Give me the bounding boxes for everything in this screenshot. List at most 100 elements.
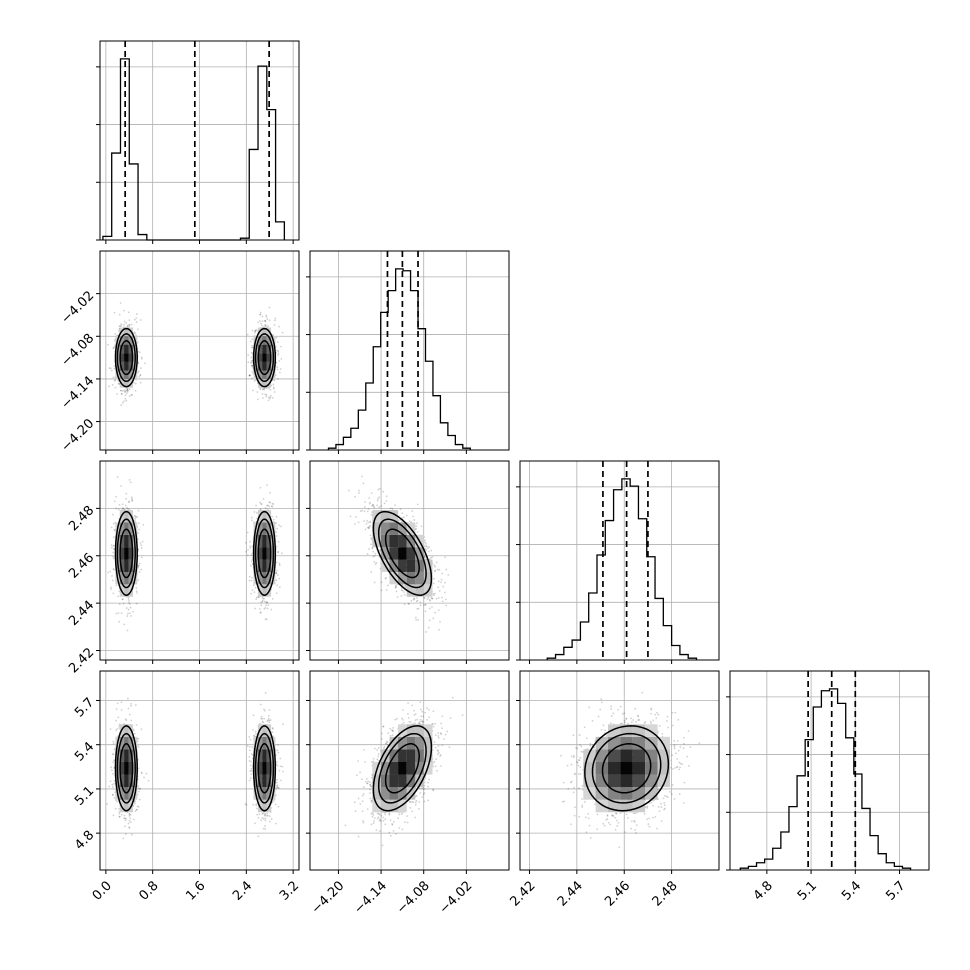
density-cell	[124, 510, 129, 523]
sample-point	[372, 505, 375, 508]
sample-point	[137, 509, 140, 512]
sample-point	[248, 579, 251, 582]
sample-point	[135, 587, 138, 589]
density-cell	[266, 534, 272, 548]
density-cell	[119, 370, 125, 380]
sample-point	[272, 383, 275, 386]
sample-point	[123, 389, 126, 391]
sample-point	[260, 503, 263, 506]
sample-point	[281, 331, 284, 334]
sample-point	[108, 385, 110, 388]
sample-point	[118, 382, 120, 385]
sample-point	[275, 569, 278, 572]
sample-point	[276, 527, 279, 530]
sample-point	[134, 389, 137, 392]
sample-point	[248, 575, 251, 578]
sample-point	[121, 402, 124, 404]
sample-point	[419, 601, 422, 604]
sample-point	[268, 397, 271, 400]
sample-point	[434, 592, 436, 595]
sample-point	[367, 508, 370, 511]
sample-point	[140, 547, 143, 549]
sample-point	[120, 389, 122, 392]
sample-point	[263, 319, 266, 322]
sample-point	[126, 388, 129, 391]
sample-point	[135, 592, 138, 594]
sample-point	[266, 484, 268, 487]
sample-point	[115, 495, 118, 498]
sample-point	[413, 519, 416, 521]
sample-point	[128, 395, 131, 397]
sample-point	[270, 608, 273, 611]
sample-point	[269, 501, 271, 504]
sample-point	[251, 361, 254, 364]
sample-point	[137, 362, 140, 365]
sample-point	[273, 323, 276, 326]
sample-point	[260, 502, 263, 505]
sample-point	[124, 391, 126, 394]
sample-point	[124, 397, 127, 400]
sample-point	[376, 504, 379, 507]
sample-point	[276, 368, 279, 371]
sample-point	[391, 508, 394, 510]
sample-point	[263, 387, 266, 390]
sample-point	[413, 598, 416, 600]
density-cell	[128, 547, 133, 560]
sample-point	[129, 481, 132, 484]
sample-point	[261, 324, 263, 327]
sample-point	[428, 598, 431, 601]
sample-point	[275, 592, 278, 595]
sample-point	[278, 562, 281, 565]
sample-point	[433, 594, 435, 597]
sample-point	[443, 591, 446, 594]
sample-point	[357, 489, 360, 492]
sample-point	[267, 325, 270, 328]
sample-point	[271, 515, 274, 518]
sample-point	[432, 617, 435, 620]
sample-point	[261, 315, 264, 318]
hist-panel-2	[516, 460, 720, 664]
sample-point	[126, 389, 129, 392]
sample-point	[115, 612, 118, 615]
sample-point	[357, 521, 360, 524]
sample-point	[280, 552, 283, 555]
sample-point	[251, 329, 254, 332]
sample-point	[371, 505, 373, 507]
sample-point	[259, 608, 261, 610]
sample-point	[375, 561, 378, 564]
sample-point	[368, 497, 371, 499]
sample-point	[137, 522, 140, 525]
sample-point	[367, 521, 370, 524]
sample-point	[120, 404, 123, 407]
sample-point	[274, 317, 277, 320]
sample-point	[394, 504, 397, 507]
sample-point	[251, 352, 254, 355]
sample-point	[370, 513, 373, 516]
sample-point	[408, 602, 410, 605]
density-cell	[128, 534, 133, 548]
density-cell	[262, 353, 267, 362]
sample-point	[387, 584, 389, 587]
sample-point	[399, 519, 402, 521]
sample-point	[374, 554, 376, 557]
sample-point	[430, 556, 432, 559]
sample-point	[441, 596, 444, 599]
hist-panel-1	[306, 250, 510, 454]
sample-point	[245, 550, 248, 553]
sample-point	[382, 490, 385, 493]
sample-point	[249, 564, 252, 567]
sample-point	[249, 340, 252, 343]
sample-point	[250, 560, 253, 563]
sample-point	[369, 501, 372, 504]
sample-point	[111, 575, 113, 577]
sample-point	[408, 520, 411, 523]
sample-point	[395, 590, 398, 593]
sample-point	[112, 544, 115, 547]
density-cell	[257, 336, 263, 345]
sample-point	[121, 598, 124, 601]
sample-point	[359, 510, 362, 513]
sample-point	[438, 590, 441, 592]
sample-point	[425, 545, 428, 548]
sample-point	[261, 388, 264, 391]
sample-point	[256, 517, 258, 520]
